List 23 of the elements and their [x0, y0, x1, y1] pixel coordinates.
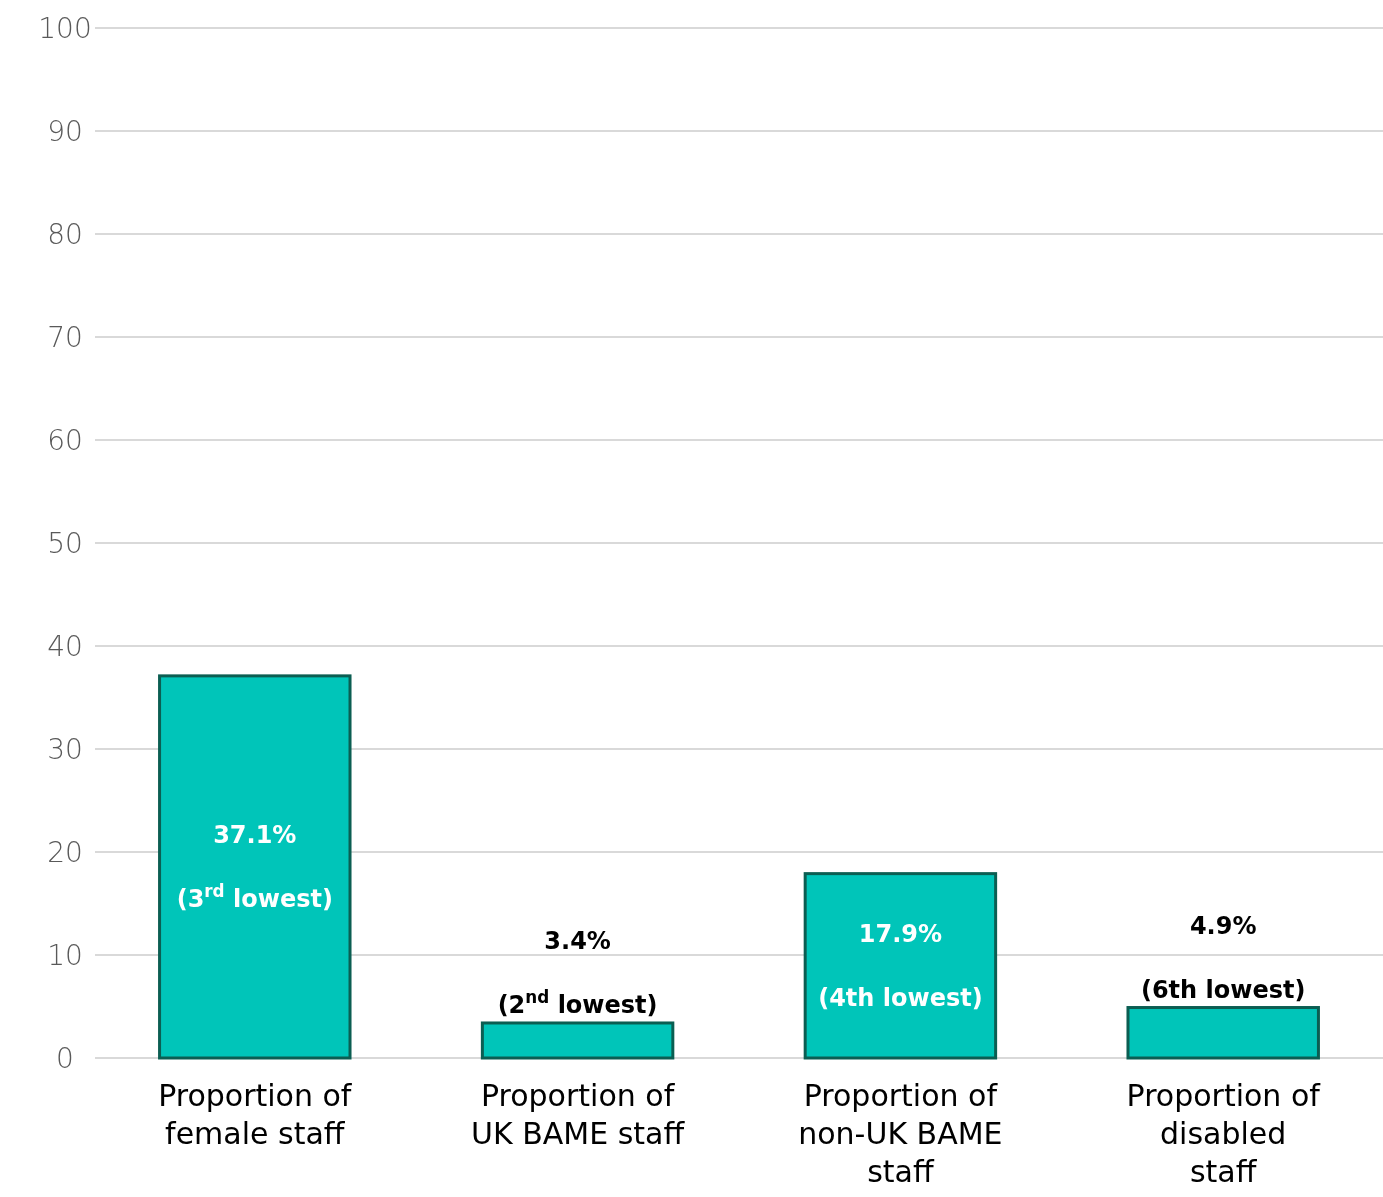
x-tick-label: Proportion of disabled staff	[1126, 1078, 1322, 1189]
text: 4.9% (6th lowest)	[1140, 911, 1306, 1004]
text: 17.9% (4th lowest)	[818, 920, 983, 1013]
y-tick-label: 0	[56, 1041, 74, 1075]
y-tick-label: 20	[47, 835, 83, 869]
y-tick-label: 10	[47, 938, 83, 972]
x-tick-label: Proportion of female staff	[158, 1078, 353, 1151]
text: 37.1% (3$^{rd}$ lowest)	[176, 821, 333, 914]
bar	[803, 872, 998, 1060]
y-tick-label: 100	[38, 11, 92, 45]
bar	[480, 1021, 675, 1060]
text: 3.4% (2$^{nd}$ lowest)	[497, 927, 658, 1020]
y-tick-label: 40	[47, 629, 83, 663]
x-tick-label: Proportion of UK BAME staff	[471, 1078, 686, 1151]
y-tick-label: 80	[47, 217, 83, 251]
y-tick-label: 70	[47, 320, 83, 354]
y-tick-label: 60	[47, 423, 83, 457]
y-tick-label: 50	[47, 526, 83, 560]
y-tick-label: 30	[47, 732, 83, 766]
y-tick-label: 90	[47, 114, 83, 148]
x-tick-label: Proportion of non-UK BAME staff	[798, 1078, 1003, 1189]
bar	[158, 674, 352, 1060]
bar	[1126, 1006, 1320, 1060]
